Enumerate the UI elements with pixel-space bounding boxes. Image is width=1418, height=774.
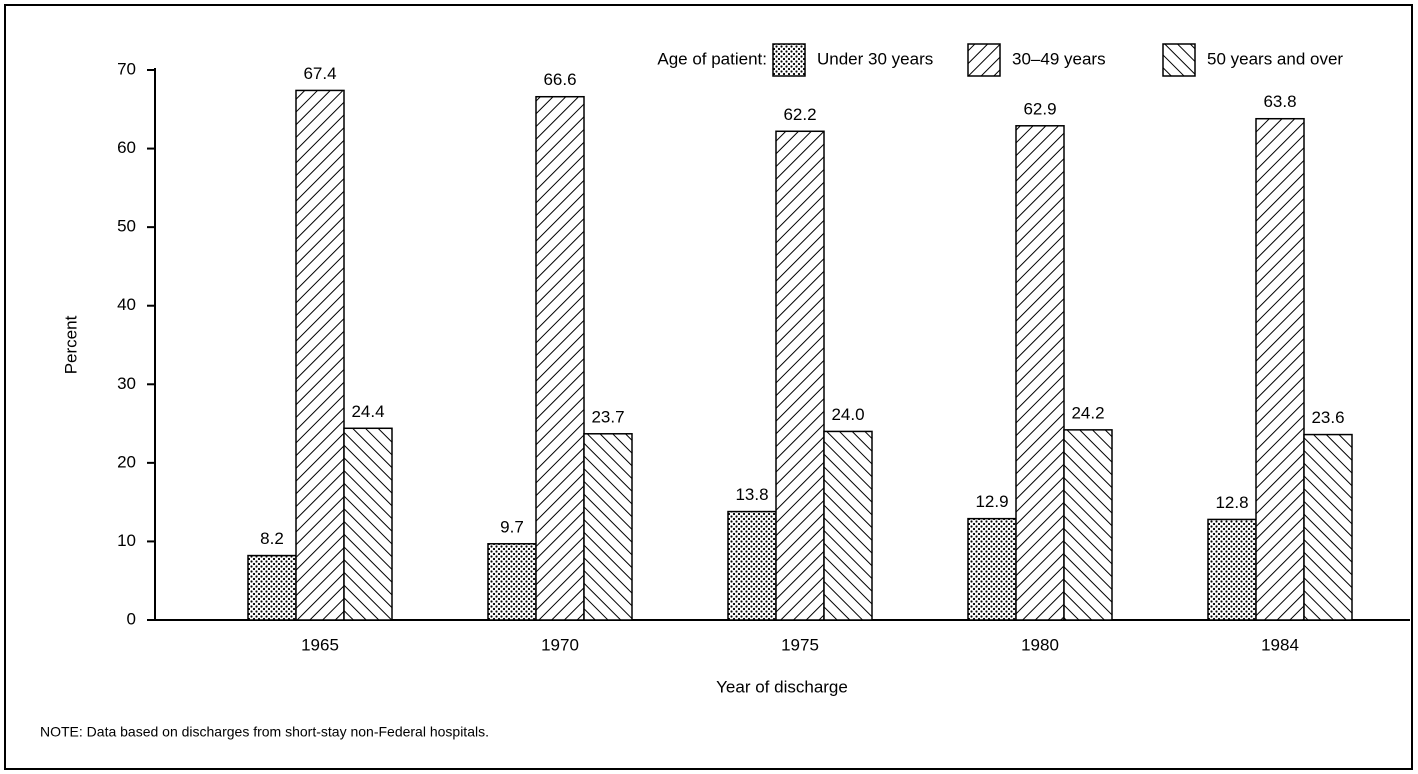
bar: [1207, 518, 1257, 621]
bar: [535, 95, 585, 621]
x-tick-label: 1980: [1021, 635, 1059, 654]
bar: [295, 89, 345, 621]
x-tick-label: 1975: [781, 635, 819, 654]
value-label: 8.2: [260, 529, 284, 548]
note: NOTE: Data based on discharges from shor…: [40, 724, 489, 740]
value-label: 12.8: [1215, 493, 1248, 512]
legend-title: Age of patient:: [657, 49, 767, 68]
y-tick-label: 40: [117, 295, 136, 314]
y-tick-label: 70: [117, 59, 136, 78]
y-tick-label: 60: [117, 138, 136, 157]
value-label: 62.2: [783, 105, 816, 124]
bar: [583, 433, 633, 621]
value-label: 12.9: [975, 492, 1008, 511]
legend-swatch: [967, 43, 1001, 77]
value-label: 24.4: [351, 402, 384, 421]
bar: [247, 554, 297, 621]
value-label: 63.8: [1263, 92, 1296, 111]
y-tick-label: 0: [127, 609, 136, 628]
y-tick-label: 20: [117, 452, 136, 471]
value-label: 9.7: [500, 517, 524, 536]
value-label: 23.6: [1311, 408, 1344, 427]
bar: [487, 543, 537, 621]
y-tick-label: 50: [117, 217, 136, 236]
bar: [967, 517, 1017, 621]
legend-label: 50 years and over: [1207, 49, 1343, 68]
y-tick-label: 10: [117, 531, 136, 550]
legend-swatch: [772, 43, 806, 77]
bar: [1015, 125, 1065, 621]
y-axis-label: Percent: [61, 315, 80, 374]
value-label: 24.0: [831, 405, 864, 424]
x-axis-label: Year of discharge: [716, 677, 848, 696]
legend-label: Under 30 years: [817, 49, 933, 68]
value-label: 24.2: [1071, 403, 1104, 422]
value-label: 62.9: [1023, 99, 1056, 118]
x-tick-label: 1965: [301, 635, 339, 654]
bar: [1255, 117, 1305, 621]
bar: [1063, 429, 1113, 621]
legend-swatch: [1162, 43, 1196, 77]
legend-label: 30–49 years: [1012, 49, 1106, 68]
value-label: 66.6: [543, 70, 576, 89]
x-tick-label: 1970: [541, 635, 579, 654]
value-label: 23.7: [591, 407, 624, 426]
bar: [775, 130, 825, 621]
bar: [823, 430, 873, 621]
bar: [1303, 433, 1353, 621]
value-label: 67.4: [303, 64, 336, 83]
bar: [727, 510, 777, 621]
value-label: 13.8: [735, 485, 768, 504]
y-tick-label: 30: [117, 374, 136, 393]
frame: [4, 4, 1413, 770]
x-tick-label: 1984: [1261, 635, 1299, 654]
bar: [343, 427, 393, 621]
